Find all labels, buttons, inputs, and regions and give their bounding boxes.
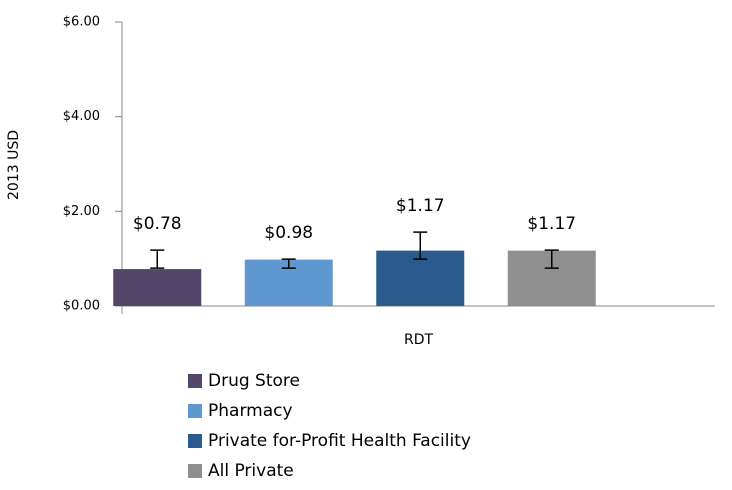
y-tick-label: $2.00 xyxy=(63,204,100,219)
legend-swatch xyxy=(188,434,202,448)
legend-label: All Private xyxy=(208,461,294,481)
data-label: $0.98 xyxy=(264,223,313,243)
error-bar xyxy=(150,249,165,269)
x-tick-label: RDT xyxy=(404,332,434,348)
y-axis-label: 2013 USD xyxy=(6,130,22,200)
legend-label: Pharmacy xyxy=(208,401,293,421)
y-tick-label: $0.00 xyxy=(63,299,100,314)
error-bar xyxy=(281,258,296,269)
error-bar xyxy=(544,249,559,269)
legend-label: Drug Store xyxy=(208,371,300,391)
data-label: $1.17 xyxy=(527,214,576,234)
bar xyxy=(113,269,202,306)
y-tick-label: $4.00 xyxy=(63,109,100,124)
error-bar xyxy=(413,231,428,260)
legend-swatch xyxy=(188,404,202,418)
legend-label: Private for-Profit Health Facility xyxy=(208,431,471,451)
legend-swatch xyxy=(188,464,202,478)
y-tick-label: $6.00 xyxy=(63,15,100,30)
data-label: $1.17 xyxy=(396,196,445,216)
data-label: $0.78 xyxy=(133,214,182,234)
legend-swatch xyxy=(188,374,202,388)
